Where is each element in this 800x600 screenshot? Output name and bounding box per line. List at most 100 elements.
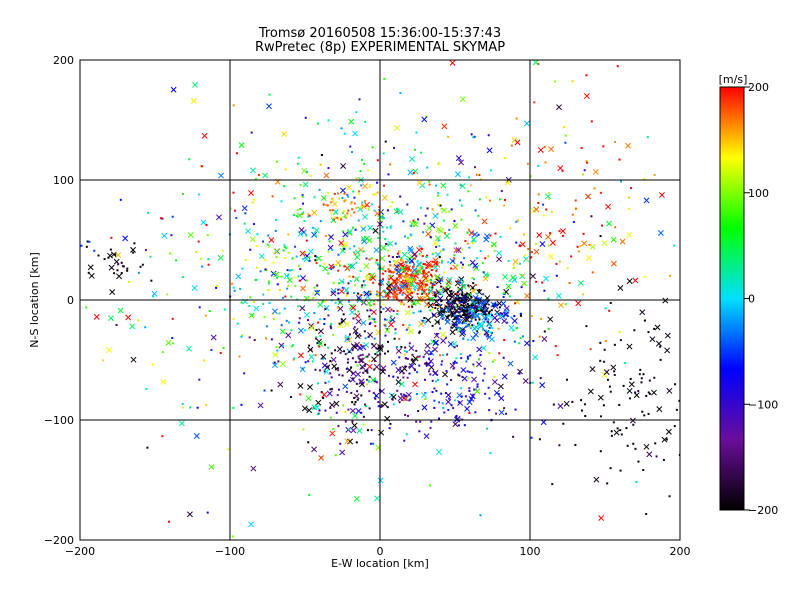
data-point-dot <box>265 325 268 328</box>
data-point-dot <box>421 319 424 322</box>
data-point-dot <box>529 175 532 178</box>
data-point-dot <box>241 334 244 337</box>
data-point-dot <box>423 269 426 272</box>
data-point-dot <box>388 260 391 263</box>
data-point-dot <box>642 373 645 376</box>
data-point-cross <box>662 297 669 304</box>
data-point-dot <box>455 328 458 331</box>
data-point-dot <box>352 226 355 229</box>
data-point-dot <box>414 369 417 372</box>
data-point-cross <box>440 182 447 189</box>
data-point-dot <box>453 306 456 309</box>
data-point-dot <box>620 180 623 183</box>
data-point-dot <box>430 263 433 266</box>
data-point-dot <box>389 226 392 229</box>
data-point-dot <box>355 261 358 264</box>
data-point-cross <box>575 300 582 307</box>
data-point-dot <box>440 392 443 395</box>
data-point-cross <box>428 349 435 356</box>
data-point-dot <box>342 237 345 240</box>
data-point-dot <box>498 306 501 309</box>
data-point-dot <box>362 250 365 253</box>
data-point-dot <box>359 334 362 337</box>
data-point-dot <box>313 196 316 199</box>
data-point-dot <box>339 264 342 267</box>
data-point-cross <box>598 515 605 522</box>
data-point-cross <box>405 391 412 398</box>
data-point-dot <box>421 267 424 270</box>
data-point-dot <box>145 387 148 390</box>
data-point-dot <box>442 219 445 222</box>
data-point-dot <box>453 314 456 317</box>
data-point-dot <box>116 269 119 272</box>
data-point-dot <box>150 279 153 282</box>
data-point-dot <box>377 401 380 404</box>
data-point-dot <box>235 152 238 155</box>
data-point-dot <box>267 280 270 283</box>
data-point-cross <box>408 281 415 288</box>
data-point-dot <box>206 234 209 237</box>
data-point-dot <box>402 291 405 294</box>
data-point-dot <box>467 264 470 267</box>
data-point-dot <box>411 305 414 308</box>
data-point-dot <box>266 243 269 246</box>
data-point-dot <box>87 271 90 274</box>
data-point-cross <box>330 356 337 363</box>
data-point-cross <box>510 274 517 281</box>
data-point-cross <box>190 97 197 104</box>
data-point-dot <box>161 217 164 220</box>
data-point-dot <box>301 193 304 196</box>
data-point-dot <box>396 313 399 316</box>
data-point-dot <box>482 271 485 274</box>
data-point-cross <box>322 265 329 272</box>
data-point-dot <box>334 301 337 304</box>
data-point-dot <box>296 209 299 212</box>
data-point-dot <box>563 126 566 129</box>
data-point-dot <box>461 292 464 295</box>
data-point-dot <box>604 307 607 310</box>
data-point-dot <box>634 391 637 394</box>
data-point-dot <box>507 259 510 262</box>
data-point-dot <box>294 276 297 279</box>
data-point-cross <box>536 232 543 239</box>
data-point-dot <box>483 372 486 375</box>
data-point-dot <box>493 358 496 361</box>
data-point-dot <box>351 208 354 211</box>
data-point-dot <box>545 208 548 211</box>
data-point-dot <box>406 203 409 206</box>
data-point-dot <box>488 199 491 202</box>
data-point-cross <box>625 142 632 149</box>
data-point-dot <box>436 332 439 335</box>
data-point-cross <box>108 315 114 322</box>
data-point-dot <box>613 343 616 346</box>
data-point-dot <box>334 349 337 352</box>
data-point-dot <box>302 258 305 261</box>
data-point-cross <box>364 294 371 300</box>
data-point-cross <box>398 283 405 290</box>
data-point-dot <box>319 318 322 321</box>
data-point-dot <box>484 318 487 321</box>
data-point-cross <box>191 285 198 291</box>
data-point-cross <box>416 179 423 186</box>
data-point-dot <box>618 158 621 161</box>
data-point-dot <box>347 209 350 212</box>
data-point-dot <box>301 195 304 198</box>
data-point-dot <box>303 220 306 223</box>
data-point-dot <box>244 212 247 215</box>
data-point-dot <box>424 292 427 295</box>
data-point-dot <box>133 242 136 245</box>
data-point-dot <box>368 318 371 321</box>
data-point-dot <box>462 281 465 284</box>
data-point-dot <box>450 305 453 308</box>
data-point-dot <box>520 286 523 289</box>
data-point-dot <box>380 405 383 408</box>
data-point-dot <box>344 214 347 217</box>
data-point-cross <box>610 236 617 243</box>
data-point-dot <box>622 384 625 387</box>
data-point-dot <box>430 420 433 423</box>
data-point-cross <box>446 276 453 283</box>
data-point-dot <box>368 273 371 276</box>
data-point-cross <box>296 212 303 219</box>
data-point-dot <box>456 280 459 283</box>
data-point-dot <box>554 345 557 348</box>
